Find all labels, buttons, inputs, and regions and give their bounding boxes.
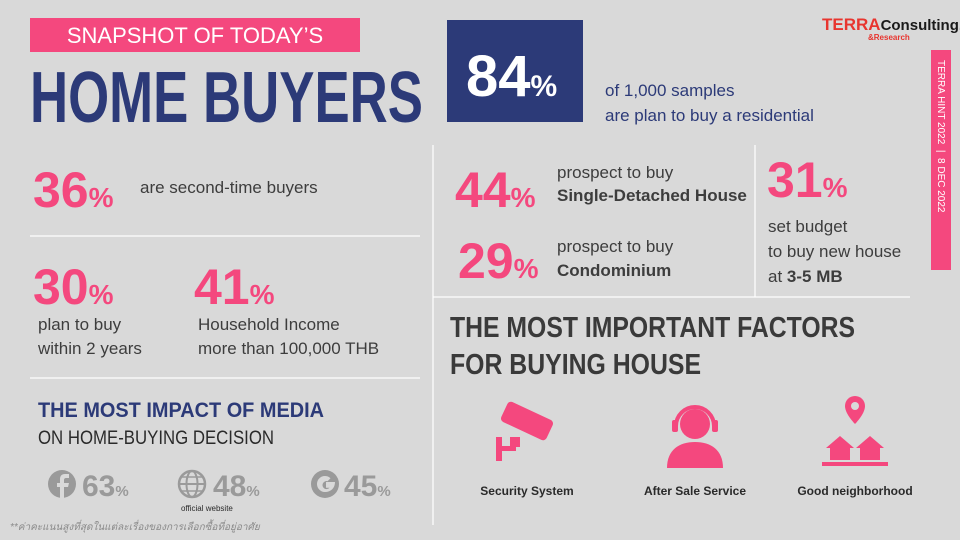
headline-text: of 1,000 samples — [605, 81, 734, 100]
factors-title: THE MOST IMPORTANT FACTORS — [450, 312, 855, 344]
stat-figure: 31% — [767, 152, 848, 208]
house — [826, 436, 854, 460]
factors-title: FOR BUYING HOUSE — [450, 349, 701, 381]
stat-text-bold: Condominium — [557, 261, 671, 280]
media-value: 45 — [344, 470, 377, 503]
pin-hole — [851, 402, 859, 410]
main-title: HOME BUYERS — [30, 58, 423, 138]
house — [856, 436, 884, 460]
facebook-glyph — [57, 474, 69, 498]
stat-text-part: at — [768, 267, 787, 286]
camera-wall — [496, 437, 502, 461]
headset — [674, 405, 716, 427]
stat-text: Household Income — [198, 315, 340, 334]
headline-value: 84 — [466, 44, 531, 109]
headline-figure: 84% — [466, 44, 557, 109]
stat-text: prospect to buy — [557, 163, 674, 182]
stat-figure: 30% — [33, 259, 114, 315]
stat-text: are second-time buyers — [140, 178, 318, 197]
media-unit: % — [246, 483, 259, 500]
stat-text-bold: 3-5 MB — [787, 267, 843, 286]
media-unit: % — [377, 483, 390, 500]
factor-label: After Sale Service — [644, 484, 746, 498]
security-icon — [496, 401, 553, 461]
stat-text: to buy new house — [768, 242, 901, 261]
earpiece — [672, 420, 678, 432]
footnote: **ค่าคะแนนสูงที่สุดในแต่ละเรื่องของการเล… — [10, 519, 261, 533]
media-figure: 45% — [344, 470, 391, 503]
stat-value: 36 — [33, 162, 89, 218]
ground — [822, 462, 888, 466]
media-figure: 48% — [213, 470, 260, 503]
media-value: 63 — [82, 470, 115, 503]
stat-value: 29 — [458, 233, 514, 289]
headline-text: are plan to buy a residential — [605, 106, 814, 125]
head — [680, 409, 710, 439]
stat-text: at 3-5 MB — [768, 267, 843, 286]
brand-name: TERRA — [822, 15, 881, 34]
media-subtitle: ON HOME-BUYING DECISION — [38, 428, 274, 449]
stat-figure: 41% — [194, 259, 275, 315]
factor-label: Security System — [480, 484, 573, 498]
stat-value: 41 — [194, 259, 250, 315]
camera-body — [501, 401, 553, 441]
stat-unit: % — [823, 172, 848, 203]
factor-label: Good neighborhood — [797, 484, 912, 498]
stat-text: prospect to buy — [557, 237, 674, 256]
stat-figure: 36% — [33, 162, 114, 218]
stat-text: within 2 years — [37, 339, 142, 358]
body — [667, 442, 723, 468]
media-title: THE MOST IMPACT OF MEDIA — [38, 399, 324, 422]
stat-unit: % — [250, 279, 275, 310]
camera-arm — [500, 446, 516, 451]
brand-sub: &Research — [868, 33, 910, 42]
camera-mount — [510, 437, 520, 447]
side-tag: TERRA HINT 2022 | 8 DEC 2022 — [935, 60, 946, 213]
media-caption: official website — [181, 504, 233, 513]
stat-unit: % — [514, 253, 539, 284]
kicker-banner — [30, 18, 360, 52]
service-icon — [667, 405, 723, 468]
stat-unit: % — [89, 182, 114, 213]
stat-text: set budget — [768, 217, 848, 236]
brand-suffix: Consulting. — [881, 17, 960, 34]
stat-unit: % — [511, 182, 536, 213]
earpiece — [712, 420, 718, 432]
media-unit: % — [115, 483, 128, 500]
media-figure: 63% — [82, 470, 129, 503]
stat-value: 44 — [455, 162, 511, 218]
brand: TERRAConsulting. — [822, 15, 960, 34]
google-icon — [311, 470, 339, 498]
headline-unit: % — [531, 70, 558, 103]
stat-figure: 29% — [458, 233, 539, 289]
stat-text: more than 100,000 THB — [198, 339, 379, 358]
google-glyph — [316, 475, 335, 492]
media-value: 48 — [213, 470, 246, 503]
stat-figure: 44% — [455, 162, 536, 218]
headline-box — [447, 20, 583, 122]
stat-text: plan to buy — [38, 315, 122, 334]
kicker: SNAPSHOT OF TODAY’S — [67, 23, 323, 48]
side-tag-bar — [931, 50, 951, 270]
stat-value: 30 — [33, 259, 89, 315]
stat-value: 31 — [767, 152, 823, 208]
stat-unit: % — [89, 279, 114, 310]
neighborhood-icon — [822, 396, 888, 466]
stat-text-bold: Single-Detached House — [557, 186, 747, 205]
